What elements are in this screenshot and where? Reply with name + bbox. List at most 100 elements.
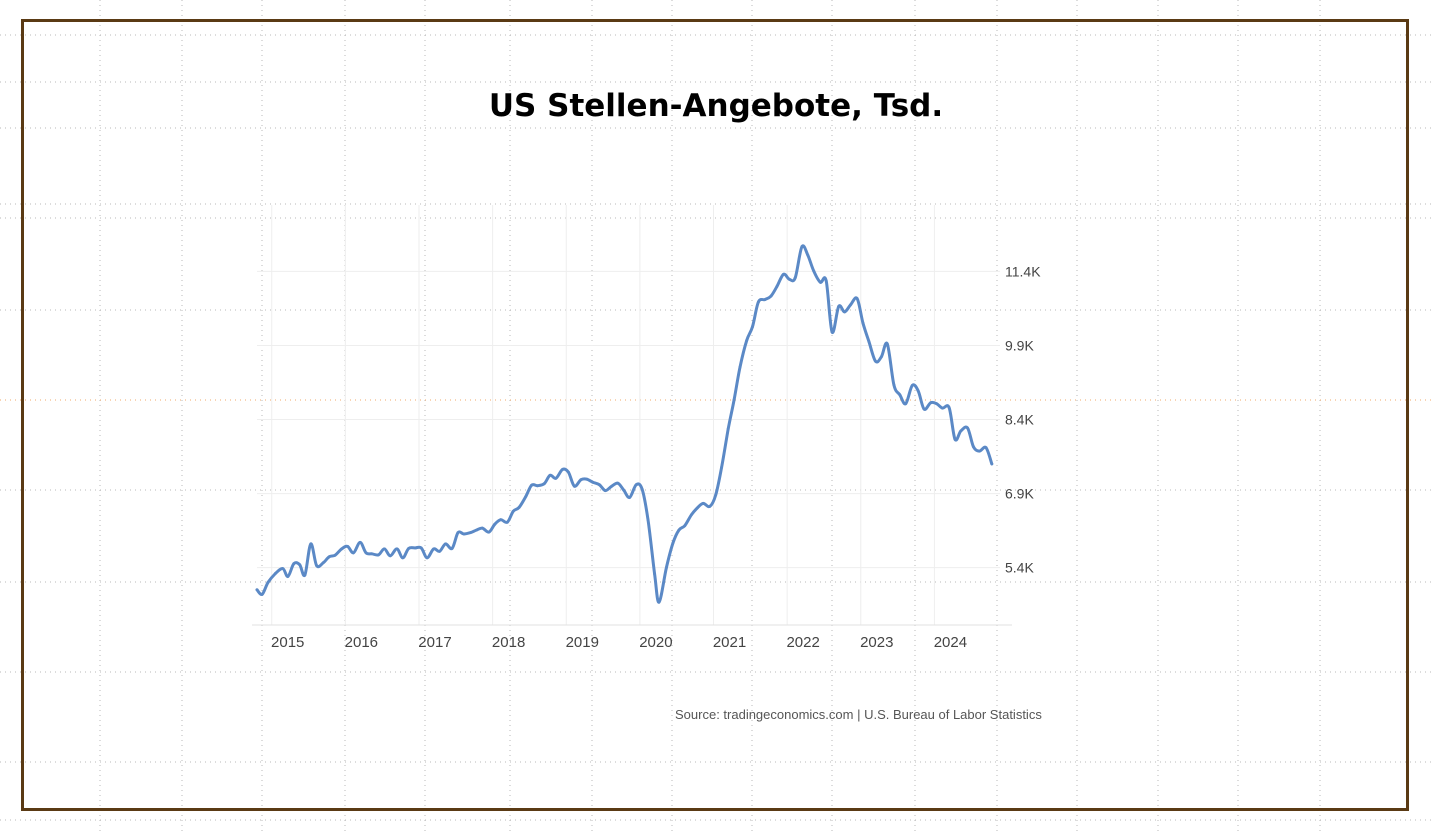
- data-point: [456, 531, 460, 534]
- x-tick-label: 2015: [271, 634, 304, 651]
- data-point: [370, 552, 374, 556]
- data-point: [475, 528, 478, 532]
- data-point: [953, 437, 957, 441]
- data-point: [671, 541, 675, 545]
- data-point: [274, 572, 277, 575]
- data-point: [292, 562, 296, 566]
- x-tick-label: 2018: [492, 634, 525, 651]
- data-point: [657, 600, 661, 604]
- y-tick-label: 11.4K: [1005, 263, 1041, 279]
- data-point: [880, 355, 883, 359]
- data-point: [677, 528, 681, 532]
- series-line: [255, 244, 994, 604]
- data-point: [548, 473, 552, 477]
- data-point: [377, 553, 380, 557]
- x-tick-label: 2021: [713, 634, 746, 651]
- chart-title: US Stellen-Angebote, Tsd.: [488, 88, 944, 124]
- data-point: [554, 476, 558, 480]
- data-point: [303, 573, 307, 577]
- data-point: [806, 253, 810, 257]
- x-tick-label: 2020: [639, 634, 672, 651]
- data-point: [690, 513, 693, 517]
- data-point: [260, 592, 264, 596]
- data-point: [585, 477, 589, 481]
- data-point: [388, 554, 392, 558]
- data-point: [358, 541, 362, 544]
- data-point: [487, 530, 491, 534]
- data-point: [333, 553, 337, 557]
- data-point: [567, 470, 570, 474]
- x-tick-label: 2023: [860, 634, 893, 651]
- data-point: [646, 518, 650, 522]
- data-point: [364, 551, 368, 555]
- data-point: [634, 483, 638, 487]
- data-point: [788, 277, 791, 281]
- data-point: [383, 547, 386, 551]
- data-point: [327, 555, 331, 559]
- data-point: [499, 518, 503, 522]
- data-point: [432, 547, 436, 551]
- data-point: [511, 509, 515, 513]
- chart-frame: [21, 19, 1409, 811]
- data-point: [480, 526, 484, 530]
- data-point: [782, 272, 785, 276]
- x-tick-label: 2016: [345, 634, 378, 651]
- data-point: [843, 310, 846, 314]
- data-point: [947, 406, 951, 409]
- data-point: [352, 551, 355, 555]
- data-point: [493, 522, 497, 526]
- data-point: [622, 488, 626, 492]
- data-point: [469, 531, 472, 534]
- data-point: [732, 398, 736, 402]
- data-point: [340, 547, 344, 551]
- data-point: [745, 339, 749, 342]
- y-tick-label: 5.4K: [1005, 560, 1034, 576]
- data-point: [395, 547, 399, 551]
- data-point: [763, 298, 767, 301]
- data-point: [315, 564, 318, 567]
- x-tick-label: 2022: [786, 634, 819, 651]
- data-point: [281, 567, 285, 570]
- data-point: [837, 305, 841, 308]
- data-point: [266, 581, 270, 584]
- data-point: [286, 575, 290, 578]
- data-point: [855, 297, 859, 300]
- data-point: [695, 506, 699, 510]
- data-point: [413, 546, 417, 550]
- data-point: [321, 561, 325, 565]
- data-point: [628, 496, 631, 499]
- data-point: [757, 300, 760, 304]
- data-point: [898, 393, 902, 397]
- data-point: [255, 588, 259, 592]
- data-point: [984, 446, 988, 449]
- data-point: [524, 495, 528, 498]
- data-point: [941, 406, 944, 410]
- data-point: [640, 487, 644, 491]
- data-point: [916, 389, 920, 393]
- data-point: [966, 426, 969, 430]
- data-point: [573, 484, 576, 488]
- data-point: [959, 429, 963, 433]
- data-point: [536, 484, 539, 488]
- y-axis: 5.4K 6.9K 8.4K 9.9K 11.4K: [1005, 263, 1041, 575]
- data-point: [653, 572, 656, 576]
- data-point: [683, 524, 687, 528]
- data-point: [818, 280, 822, 284]
- y-tick-label: 6.9K: [1005, 486, 1034, 502]
- data-point: [530, 483, 533, 487]
- data-point: [609, 485, 613, 488]
- chart-source: Source: tradingeconomics.com | U.S. Bure…: [675, 707, 1042, 722]
- data-point: [990, 462, 994, 466]
- x-tick-label: 2017: [418, 634, 451, 651]
- data-point: [462, 532, 466, 536]
- data-point: [598, 483, 601, 487]
- x-tick-label: 2019: [566, 634, 599, 651]
- data-point: [714, 493, 718, 497]
- x-axis: 2015 2016 2017 2018 2019 2020 2021 2022 2023 2024: [271, 634, 967, 651]
- data-point: [977, 449, 981, 453]
- data-point: [591, 480, 595, 484]
- data-point: [935, 402, 938, 406]
- data-point: [812, 269, 816, 273]
